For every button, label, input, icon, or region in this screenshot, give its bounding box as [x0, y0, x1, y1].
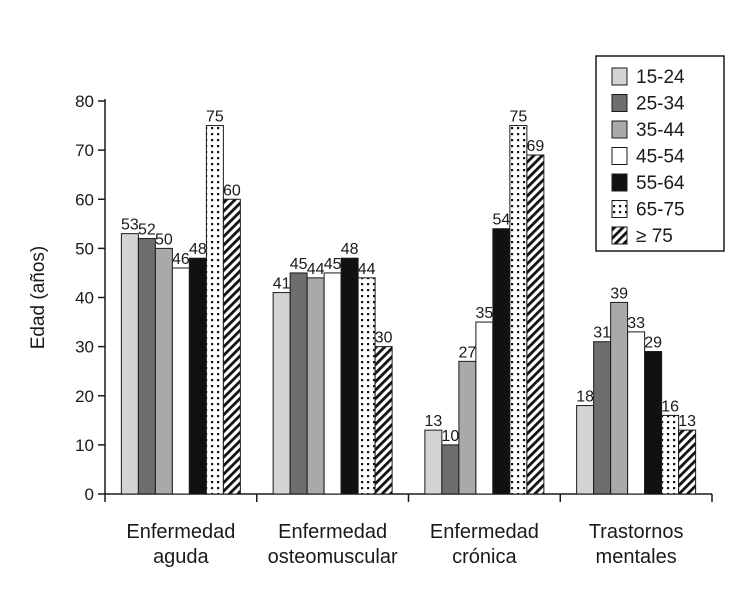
legend-label: 25-34 — [636, 94, 685, 115]
data-label: 44 — [358, 261, 376, 278]
bar — [137, 238, 156, 495]
data-label: 41 — [273, 276, 291, 293]
bar — [661, 414, 680, 495]
y-tick-label: 80 — [75, 92, 94, 111]
y-tick-label: 20 — [75, 387, 94, 406]
bar — [678, 429, 697, 495]
legend-swatch — [611, 147, 628, 165]
data-label: 60 — [223, 182, 241, 199]
legend-label: 15-24 — [636, 67, 685, 88]
legend-label: 45-54 — [636, 147, 685, 168]
bar — [340, 257, 359, 495]
category-label: aguda — [153, 546, 209, 568]
bar — [374, 346, 393, 495]
data-label: 52 — [138, 222, 156, 239]
data-label: 13 — [424, 413, 442, 430]
bar — [492, 228, 511, 495]
data-label: 50 — [155, 231, 173, 248]
y-tick-label: 40 — [75, 289, 94, 308]
y-tick-label: 70 — [75, 141, 94, 160]
data-label: 13 — [678, 413, 696, 430]
bar — [289, 272, 308, 495]
data-label: 39 — [610, 285, 628, 302]
legend-label: 35-44 — [636, 120, 685, 141]
bar — [526, 154, 545, 495]
bar — [171, 267, 190, 495]
y-tick-label: 60 — [75, 190, 94, 209]
legend-swatch — [611, 120, 628, 139]
data-label: 75 — [509, 109, 527, 126]
legend-label: ≥ 75 — [636, 226, 673, 247]
data-label: 10 — [441, 428, 459, 445]
bar — [120, 233, 139, 495]
bar — [323, 272, 342, 495]
bar — [509, 125, 528, 495]
bar — [272, 292, 291, 495]
data-label: 29 — [644, 335, 662, 352]
legend-swatch — [611, 67, 628, 86]
bar — [458, 360, 477, 495]
bar — [154, 247, 173, 495]
bar — [475, 321, 494, 495]
legend-swatch — [611, 200, 628, 218]
data-label: 54 — [492, 212, 510, 229]
data-label: 44 — [307, 261, 325, 278]
y-tick-label: 10 — [75, 436, 94, 455]
category-label: osteomuscular — [268, 546, 398, 568]
data-label: 16 — [661, 398, 679, 415]
bar — [441, 444, 460, 495]
data-label: 48 — [189, 241, 207, 258]
bar — [593, 341, 612, 495]
bar — [424, 429, 443, 495]
data-label: 30 — [375, 330, 393, 347]
bar — [306, 277, 325, 495]
data-label: 27 — [458, 344, 476, 361]
legend-label: 65-75 — [636, 200, 685, 221]
data-label: 46 — [172, 251, 190, 268]
bar — [644, 351, 663, 495]
y-axis-label: Edad (años) — [28, 246, 49, 350]
y-tick-label: 30 — [75, 338, 94, 357]
legend-swatch — [611, 226, 628, 245]
category-label: Enfermedad — [278, 521, 387, 543]
category-label: mentales — [596, 546, 677, 568]
legend-label: 55-64 — [636, 173, 685, 194]
bar — [222, 198, 241, 495]
bar — [627, 331, 646, 495]
data-label: 45 — [324, 256, 342, 273]
data-label: 31 — [593, 325, 611, 342]
legend: 15-24 25-34 35-44 45-54 55-64 65-75 ≥ 75 — [595, 55, 725, 252]
bars: 53 41 13 18 52 45 10 31 50 44 27 39 46 45 35 33 48 48 54 29… — [120, 109, 697, 495]
category-label: Trastornos — [589, 521, 684, 543]
data-label: 35 — [475, 305, 493, 322]
bar — [576, 405, 595, 495]
category-label: Enfermedad — [430, 521, 539, 543]
category-label: crónica — [452, 546, 517, 568]
data-label: 45 — [290, 256, 308, 273]
bar — [205, 125, 224, 495]
y-tick-label: 50 — [75, 239, 94, 258]
bar — [610, 301, 629, 495]
category-label: Enfermedad — [126, 521, 235, 543]
data-label: 48 — [341, 241, 359, 258]
data-label: 33 — [627, 315, 645, 332]
data-label: 75 — [206, 109, 224, 126]
data-label: 53 — [121, 217, 139, 234]
bar — [357, 277, 376, 495]
bar — [188, 257, 207, 495]
data-label: 69 — [526, 138, 544, 155]
legend-swatch — [611, 173, 628, 192]
data-label: 18 — [576, 389, 594, 406]
legend-swatch — [611, 94, 628, 112]
y-tick-label: 0 — [85, 485, 94, 504]
